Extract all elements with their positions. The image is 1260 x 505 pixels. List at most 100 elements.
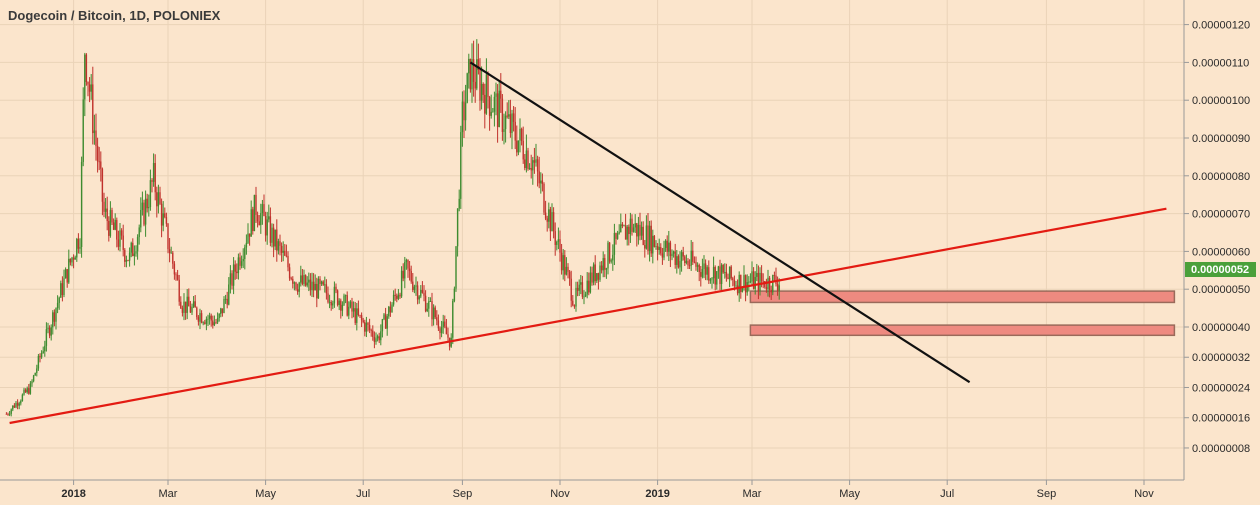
candle-body bbox=[376, 336, 379, 339]
candle-body bbox=[426, 308, 428, 312]
candle-body bbox=[514, 121, 516, 141]
candle-body bbox=[136, 237, 139, 252]
candle-body bbox=[194, 301, 196, 308]
candle-body bbox=[242, 258, 244, 262]
candle-body bbox=[244, 247, 246, 259]
resistance-trendline[interactable] bbox=[469, 61, 971, 384]
price-axis[interactable]: 0.00000120 0.00000110 0.00000100 0.00000090… bbox=[1184, 20, 1250, 455]
candle-body bbox=[12, 405, 14, 410]
target-zone[interactable] bbox=[749, 290, 1176, 304]
candle-body bbox=[248, 233, 251, 237]
candle-body bbox=[639, 224, 641, 236]
candle-body bbox=[735, 285, 737, 287]
candle-body bbox=[626, 226, 628, 240]
candle-body bbox=[664, 240, 667, 248]
candle-body bbox=[692, 250, 694, 262]
x-tick-label: 2019 bbox=[645, 488, 669, 500]
x-tick-label: Sep bbox=[453, 488, 473, 500]
candle-body bbox=[79, 246, 81, 249]
candle-body bbox=[576, 287, 579, 291]
candle-body bbox=[685, 260, 688, 264]
candle-body bbox=[608, 242, 611, 262]
candle-body bbox=[564, 255, 566, 275]
candle-body bbox=[408, 268, 411, 272]
candle-body bbox=[61, 283, 64, 295]
candle-body bbox=[316, 283, 318, 299]
candle-body bbox=[405, 259, 408, 263]
candle-body bbox=[109, 210, 112, 236]
candle-body bbox=[501, 98, 504, 132]
candle-body bbox=[541, 180, 544, 184]
candle-body bbox=[52, 312, 54, 328]
candle-body bbox=[212, 320, 214, 326]
candle-body bbox=[58, 297, 60, 303]
candle-body bbox=[634, 223, 636, 228]
candle-body bbox=[573, 305, 576, 307]
candle-body bbox=[152, 163, 155, 182]
candle-body bbox=[68, 258, 70, 283]
candle-body bbox=[216, 318, 219, 323]
candle-body bbox=[445, 326, 448, 335]
candle-body bbox=[336, 290, 339, 305]
candle-body bbox=[120, 230, 123, 236]
candle-body bbox=[434, 307, 436, 318]
candle-body bbox=[352, 308, 355, 312]
candle-body bbox=[524, 159, 526, 169]
candle-body bbox=[368, 324, 371, 330]
candle-body bbox=[508, 114, 510, 117]
candle-body bbox=[650, 225, 652, 254]
candle-body bbox=[716, 271, 718, 285]
candle-body bbox=[40, 352, 43, 358]
current-price-badge bbox=[1185, 262, 1256, 277]
candle-body bbox=[375, 338, 377, 342]
candle-body bbox=[421, 289, 424, 293]
candle-body bbox=[532, 160, 534, 171]
candle-body bbox=[293, 282, 296, 284]
target-zone[interactable] bbox=[749, 324, 1176, 337]
candle-body bbox=[372, 330, 374, 337]
x-tick-label: Nov bbox=[1134, 488, 1154, 500]
candle-body bbox=[378, 336, 380, 341]
candle-body bbox=[642, 226, 644, 246]
candle-body bbox=[492, 111, 494, 113]
candle-body bbox=[84, 54, 86, 100]
candle-body bbox=[439, 328, 441, 334]
candle-body bbox=[168, 249, 171, 254]
candle-body bbox=[559, 239, 561, 253]
candle-body bbox=[568, 271, 571, 279]
candle-body bbox=[284, 250, 286, 256]
candle-body bbox=[480, 83, 483, 101]
candle-body bbox=[13, 405, 16, 408]
candle-body bbox=[311, 281, 313, 291]
candle-body bbox=[74, 257, 76, 260]
candle-body bbox=[672, 251, 675, 254]
candle-body bbox=[348, 306, 350, 316]
candle-body bbox=[644, 245, 646, 249]
candle-body bbox=[306, 282, 308, 286]
support-trendline[interactable] bbox=[9, 207, 1167, 425]
candle-body bbox=[224, 298, 227, 300]
candle-body bbox=[399, 294, 401, 297]
candle-body bbox=[196, 307, 198, 318]
candle-body bbox=[415, 285, 417, 287]
candle-body bbox=[474, 81, 476, 89]
candle-body bbox=[536, 159, 539, 172]
candle-body bbox=[612, 254, 614, 261]
candle-body bbox=[175, 274, 177, 276]
candle-body bbox=[72, 257, 75, 260]
candle-body bbox=[482, 83, 484, 95]
candle-body bbox=[300, 275, 302, 283]
candle-body bbox=[607, 242, 609, 269]
candle-body bbox=[776, 284, 779, 291]
candle-body bbox=[239, 257, 241, 266]
candle-body bbox=[596, 273, 598, 282]
candle-body bbox=[292, 278, 294, 284]
candle-body bbox=[53, 312, 56, 322]
candle-body bbox=[162, 213, 164, 226]
candle-body bbox=[173, 263, 176, 275]
candle-body bbox=[456, 208, 459, 247]
time-axis[interactable]: 2018 Mar May Jul Sep Nov 2019 Mar May Jul Sep Nov bbox=[61, 480, 1154, 500]
candle-body bbox=[108, 221, 110, 236]
candle-body bbox=[303, 275, 305, 284]
